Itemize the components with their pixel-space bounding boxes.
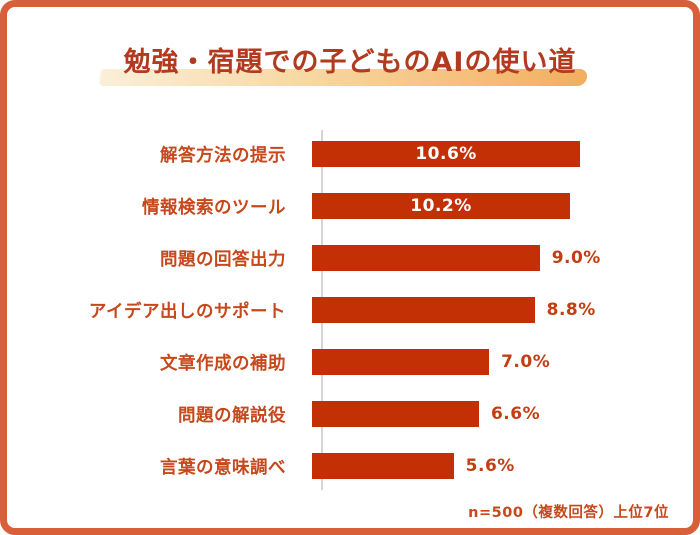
category-label: 文章作成の補助 [160, 353, 286, 374]
value-label: 9.0% [551, 248, 601, 268]
chart-title-row: 勉強・宿題での子どものAIの使い道 [7, 40, 693, 86]
value-label: 5.6% [465, 456, 515, 476]
chart-row: 情報検索のツール 10.2% [7, 180, 693, 232]
value-label: 7.0% [501, 352, 551, 372]
chart-row: アイデア出しのサポート 8.8% [7, 284, 693, 336]
chart-title-wrap: 勉強・宿題での子どものAIの使い道 [98, 40, 588, 86]
category-label: 問題の回答出力 [160, 249, 286, 270]
bar [312, 349, 490, 375]
bar [312, 297, 535, 323]
chart-rows: 解答方法の提示 10.6% 情報検索のツール 10.2% 問題の回答出力 9.0% アイデア… [7, 128, 693, 492]
bar-area: 10.2% [312, 193, 693, 219]
bar [312, 245, 540, 271]
bar-area: 6.6% [312, 401, 693, 427]
chart-row: 問題の解説役 6.6% [7, 388, 693, 440]
chart-row: 文章作成の補助 7.0% [7, 336, 693, 388]
chart-row: 問題の回答出力 9.0% [7, 232, 693, 284]
value-label: 10.2% [410, 196, 472, 216]
bar-area: 10.6% [312, 141, 693, 167]
bar-area: 8.8% [312, 297, 693, 323]
bar: 10.6% [312, 141, 581, 167]
category-label: アイデア出しのサポート [88, 301, 286, 322]
bar-area: 7.0% [312, 349, 693, 375]
value-label: 8.8% [546, 300, 596, 320]
value-label: 6.6% [490, 404, 541, 424]
chart-row: 解答方法の提示 10.6% [7, 128, 693, 180]
chart-title: 勉強・宿題での子どものAIの使い道 [123, 47, 577, 78]
category-label: 言葉の意味調べ [160, 457, 286, 478]
bar-area: 9.0% [312, 245, 693, 271]
category-label: 情報検索のツール [142, 197, 286, 218]
bar [312, 453, 454, 479]
bar-area: 5.6% [312, 453, 693, 479]
category-label: 問題の解説役 [178, 405, 286, 426]
category-label: 解答方法の提示 [160, 145, 286, 166]
chart-row: 言葉の意味調べ 5.6% [7, 440, 693, 492]
bar: 10.2% [312, 193, 571, 219]
bar-chart: 解答方法の提示 10.6% 情報検索のツール 10.2% 問題の回答出力 9.0% アイデア… [7, 128, 693, 492]
bar [312, 401, 479, 427]
value-label: 10.6% [415, 144, 477, 164]
footnote: n=500（複数回答）上位7位 [468, 505, 669, 521]
